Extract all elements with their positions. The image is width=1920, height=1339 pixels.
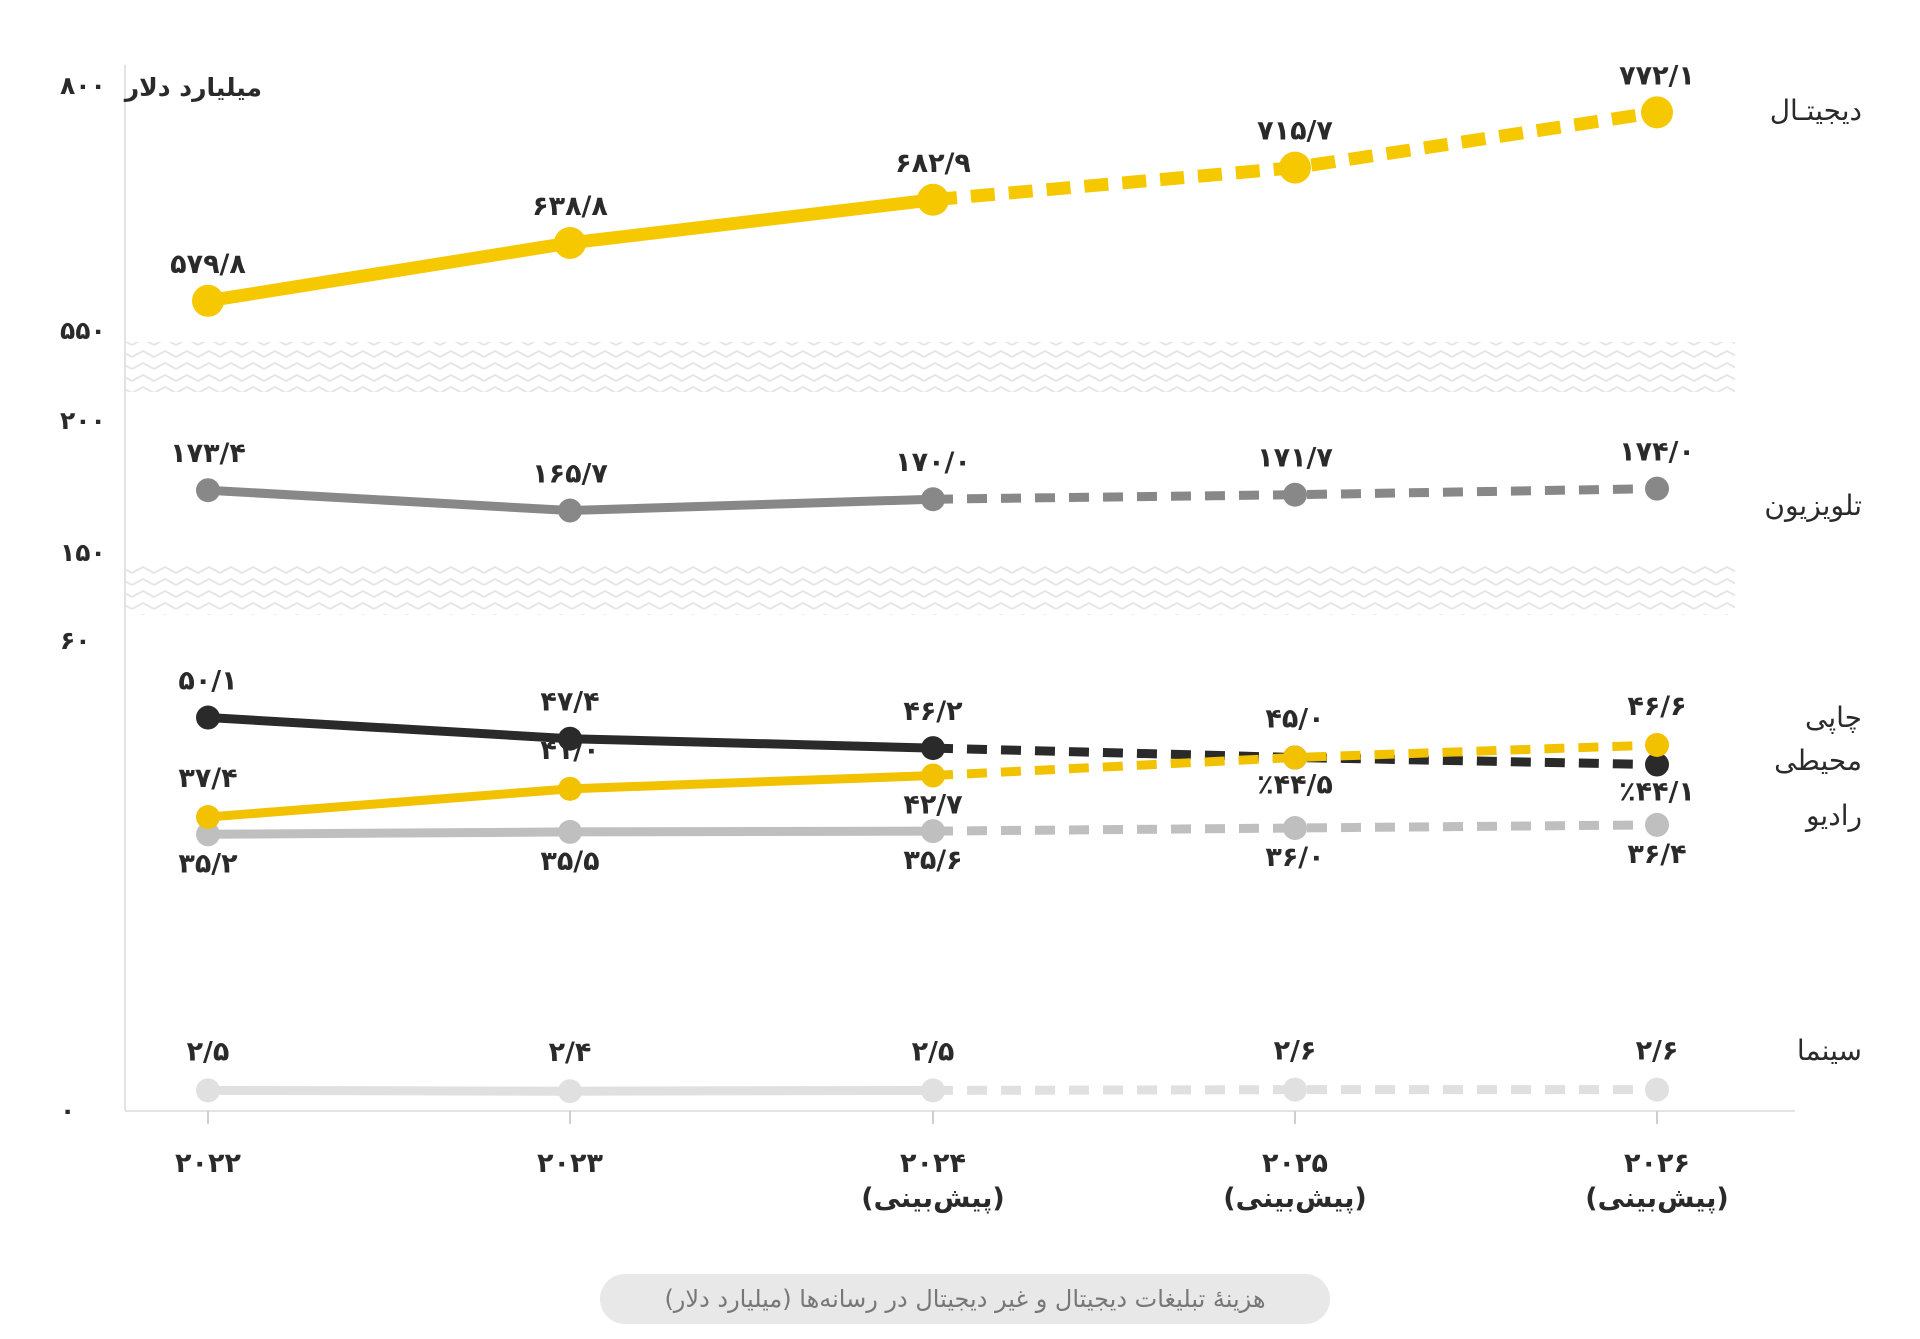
- x-tick-year: ۲۰۲۳: [537, 1148, 603, 1179]
- data-point: [1645, 476, 1669, 501]
- data-label: ۲/۶: [1636, 1036, 1679, 1067]
- data-point: [1283, 816, 1307, 840]
- data-label: ۳۵/۶: [903, 845, 962, 876]
- y-tick-label: ۰: [60, 1096, 75, 1125]
- data-label: ۷۱۵/۷: [1257, 116, 1333, 147]
- series-line-forecast: [932, 1085, 1657, 1095]
- data-point: [558, 776, 582, 801]
- series-group: ۱۷۳/۴ ۱۶۵/۷ ۱۷۰/۰ ۱۷۱/۷ ۱۷۴/۰: [170, 437, 1695, 523]
- series-group: ۳۷/۴ ۴۱/۰ ۴۲/۷ ۴۵/۰ ۴۶/۶: [178, 691, 1687, 830]
- series-name-label: تلویزیون: [1764, 489, 1862, 522]
- data-label: ۳۷/۴: [178, 763, 237, 794]
- data-label: ۶۳۸/۸: [532, 191, 608, 222]
- data-point: [196, 822, 220, 847]
- data-point: [921, 1078, 945, 1103]
- chart-caption: هزینهٔ تبلیغات دیجیتال و غیر دیجیتال در …: [600, 1274, 1330, 1324]
- data-label: ۴۲/۷: [903, 790, 963, 821]
- data-label: ۳۶/۴: [1627, 839, 1686, 870]
- data-point: [196, 1078, 220, 1103]
- data-label: ۴۱/۰: [540, 735, 599, 766]
- x-tick-note: (پیش‌بینی): [1585, 1183, 1729, 1214]
- data-label: ٪۴۴/۵: [1257, 770, 1333, 801]
- series-name-label: چاپی: [1805, 701, 1862, 734]
- data-label: ۴۶/۶: [1627, 691, 1686, 722]
- data-point: [558, 1079, 582, 1104]
- series-line-forecast: [932, 743, 1658, 770]
- data-point: [1641, 96, 1673, 129]
- data-label: ۱۷۳/۴: [170, 438, 246, 469]
- series-name-label: سینما: [1797, 1034, 1862, 1067]
- series-group: ۳۵/۲ ۳۵/۵ ۳۵/۶ ۳۶/۰ ۳۶/۴: [178, 812, 1687, 879]
- data-point: [558, 726, 582, 751]
- y-tick-label: ۶۰: [60, 626, 91, 655]
- series-line-forecast: [932, 740, 1658, 781]
- data-point: [917, 183, 949, 216]
- data-label: ۳۶/۰: [1265, 842, 1324, 873]
- data-label: ۲/۵: [187, 1036, 230, 1067]
- data-point: [554, 226, 586, 259]
- data-point: [192, 284, 224, 317]
- data-label: ۳۵/۵: [540, 846, 599, 877]
- data-point: [1283, 1077, 1307, 1102]
- data-point: [558, 498, 582, 523]
- x-tick-year: ۲۰۲۶: [1624, 1148, 1690, 1179]
- data-point: [1645, 732, 1669, 757]
- x-axis-ticks: ۲۰۲۲ ۲۰۲۳ ۲۰۲۴ (پیش‌بینی) ۲۰۲۵ (پیش‌بینی) ۲۰۲۶…: [175, 1111, 1729, 1214]
- data-point: [921, 763, 945, 788]
- series-name-label: رادیو: [1804, 799, 1862, 832]
- series-names: سینما رادیو تلویزیون چاپی محیطی دیجیتـال: [1764, 94, 1862, 1067]
- data-point: [1283, 745, 1307, 770]
- data-point: [1645, 812, 1669, 837]
- data-point: [921, 819, 945, 844]
- data-point: [196, 805, 220, 830]
- data-label: ۱۶۵/۷: [532, 459, 608, 490]
- data-point: [196, 705, 220, 730]
- y-tick-label: ۵۵۰: [60, 316, 106, 345]
- data-label: ۴۵/۰: [1265, 704, 1324, 735]
- data-label: ۵۰/۱: [178, 666, 237, 697]
- data-point: [1283, 482, 1307, 507]
- x-tick-note: (پیش‌بینی): [1223, 1183, 1367, 1214]
- data-point: [1279, 151, 1311, 184]
- y-tick-label: ۸۰۰: [60, 71, 106, 100]
- x-tick-year: ۲۰۲۲: [175, 1148, 241, 1179]
- data-label: ٪۴۴/۱: [1619, 777, 1695, 808]
- data-label: ۳۵/۲: [178, 848, 238, 879]
- data-point: [196, 478, 220, 503]
- axis-break-lower: [125, 565, 1735, 615]
- series-line-forecast: [932, 820, 1658, 836]
- data-point: [558, 819, 582, 844]
- plot-area: ۲/۵ ۲/۴ ۲/۵ ۲/۶ ۲/۶ ۳۵/۲ ۳۵/۵ ۳۵/۶ ۳۶/۰ ۳۶/۴ ۱۷۳/۴…: [170, 60, 1695, 1104]
- y-tick-label: ۱۵۰: [60, 538, 106, 567]
- data-label: ۲/۵: [912, 1036, 955, 1067]
- axis-break-upper: [125, 342, 1735, 392]
- data-label: ۶۸۲/۹: [895, 148, 971, 179]
- data-label: ۲/۶: [1274, 1036, 1317, 1067]
- data-label: ۱۷۴/۰: [1619, 437, 1695, 468]
- data-label: ۲/۴: [549, 1037, 592, 1068]
- data-point: [921, 736, 945, 761]
- x-tick-note: (پیش‌بینی): [861, 1183, 1005, 1214]
- data-label: ۵۷۹/۸: [170, 249, 246, 280]
- series-name-label: محیطی: [1774, 744, 1862, 777]
- data-point: [1645, 752, 1669, 777]
- series-name-label: دیجیتـال: [1770, 94, 1862, 127]
- data-label: ۷۷۲/۱: [1619, 60, 1695, 91]
- series-group: ۵۰/۱ ۴۷/۴ ۴۶/۲ ٪۴۴/۵ ٪۴۴/۱: [178, 666, 1695, 808]
- series-group: ۲/۵ ۲/۴ ۲/۵ ۲/۶ ۲/۶: [187, 1036, 1679, 1104]
- data-point: [921, 487, 945, 512]
- series-line-forecast: [932, 484, 1658, 504]
- y-tick-label: ۲۰۰: [60, 406, 106, 435]
- data-label: ۱۷۰/۰: [895, 447, 971, 478]
- y-axis-ticks: ۸۰۰ ۵۵۰ ۲۰۰ ۱۵۰ ۶۰ ۰: [60, 71, 106, 1125]
- data-label: ۴۶/۲: [903, 696, 963, 727]
- x-tick-year: ۲۰۲۴: [900, 1148, 966, 1179]
- unit-label: میلیارد دلار: [123, 73, 262, 102]
- x-tick-year: ۲۰۲۵: [1262, 1148, 1328, 1179]
- data-label: ۱۷۱/۷: [1257, 443, 1333, 474]
- series-group: ۵۷۹/۸ ۶۳۸/۸ ۶۸۲/۹ ۷۱۵/۷ ۷۷۲/۱: [170, 60, 1695, 317]
- data-point: [1645, 1077, 1669, 1102]
- data-label: ۴۷/۴: [540, 687, 599, 718]
